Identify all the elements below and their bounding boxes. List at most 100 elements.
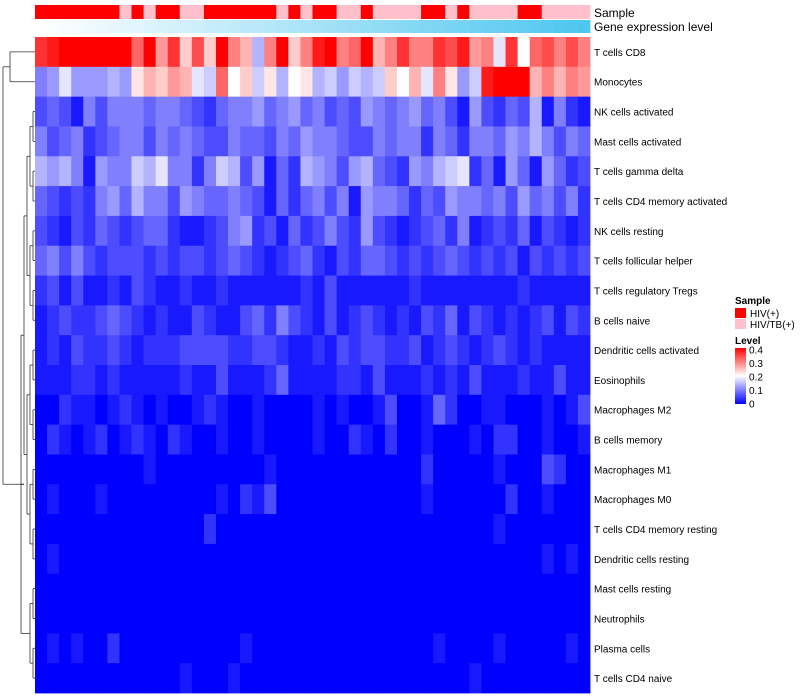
heatmap-cell <box>228 663 241 694</box>
heatmap-cell <box>360 37 374 68</box>
heatmap-cell <box>167 215 181 247</box>
heatmap-cell <box>493 215 506 247</box>
heatmap-cell <box>95 305 108 336</box>
heatmap-cell <box>481 37 494 68</box>
sample-cell <box>59 5 72 19</box>
heatmap-cell <box>396 186 410 217</box>
heatmap-cell <box>529 365 543 396</box>
heatmap-cell <box>107 305 120 336</box>
heatmap-cell <box>47 96 60 127</box>
heatmap-cell <box>59 186 72 217</box>
heatmap-cell <box>360 156 374 187</box>
heatmap-cell <box>396 603 410 634</box>
heatmap-cell <box>409 186 422 217</box>
heatmap-cell <box>288 245 301 276</box>
heatmap-cell <box>312 514 325 545</box>
heatmap-cell <box>372 543 386 575</box>
heatmap-cell <box>143 394 157 426</box>
heatmap-cell <box>469 126 482 157</box>
heatmap-cell <box>336 484 350 515</box>
heatmap-cell <box>565 215 579 247</box>
heatmap-cell <box>240 66 253 98</box>
heatmap-cell <box>83 215 96 247</box>
heatmap-cell <box>300 424 313 455</box>
heatmap-cell <box>577 186 591 217</box>
heatmap-cell <box>493 365 506 396</box>
heatmap-cell <box>336 365 350 396</box>
level-tick-label: 0.3 <box>749 359 763 370</box>
heatmap-cell <box>324 424 338 455</box>
heatmap-cell <box>300 484 313 515</box>
sample-cell <box>107 5 120 19</box>
heatmap-cell <box>71 573 84 604</box>
heatmap-cell <box>179 424 193 455</box>
heatmap-cell <box>445 514 458 545</box>
heatmap-cell <box>312 245 325 276</box>
heatmap-cell <box>457 37 470 68</box>
sample-annotation-track <box>35 5 591 19</box>
heatmap-cell <box>167 126 181 157</box>
heatmap-cell <box>107 573 120 604</box>
heatmap-cell <box>360 275 374 306</box>
sample-cell <box>95 5 108 19</box>
heatmap-cell <box>203 215 217 247</box>
heatmap-cell <box>433 245 446 276</box>
heatmap-cell <box>445 335 458 366</box>
heatmap-cell <box>191 365 205 396</box>
heatmap-cell <box>372 603 386 634</box>
heatmap-cell <box>577 454 591 485</box>
heatmap-cell <box>47 633 60 664</box>
heatmap-cell <box>372 96 386 127</box>
heatmap-cell <box>300 96 313 127</box>
heatmap-cell <box>215 663 229 694</box>
heatmap-cell <box>179 543 193 575</box>
heatmap-cell <box>312 365 325 396</box>
heatmap-cell <box>35 335 48 366</box>
heatmap-cell <box>276 335 289 366</box>
heatmap-cell <box>59 573 72 604</box>
heatmap-cell <box>155 365 169 396</box>
heatmap-cell <box>336 245 350 276</box>
heatmap-cell <box>517 394 531 426</box>
heatmap-cell <box>481 126 494 157</box>
level-tick-label: 0 <box>749 400 755 411</box>
heatmap-cell <box>324 126 338 157</box>
sample-cell <box>228 5 241 19</box>
heatmap-cell <box>143 275 157 306</box>
heatmap-cell <box>396 275 410 306</box>
heatmap-cell <box>517 603 531 634</box>
heatmap-cell <box>421 365 434 396</box>
heatmap-cell <box>107 365 120 396</box>
heatmap-cell <box>83 663 96 694</box>
heatmap-cell <box>409 514 422 545</box>
heatmap-cell <box>288 663 301 694</box>
heatmap-cell <box>348 186 362 217</box>
heatmap-cell <box>481 96 494 127</box>
heatmap-cell <box>276 96 289 127</box>
heatmap-cell <box>155 275 169 306</box>
heatmap-cell <box>360 394 374 426</box>
heatmap-cell <box>384 424 398 455</box>
row-label: B cells naive <box>594 316 651 327</box>
heatmap-cell <box>565 275 579 306</box>
heatmap-cell <box>131 275 144 306</box>
heatmap-cell <box>288 96 301 127</box>
heatmap-cell <box>457 186 470 217</box>
heatmap-cell <box>167 66 181 98</box>
heatmap-cell <box>360 573 374 604</box>
expression-cell <box>445 20 458 33</box>
heatmap-cell <box>493 305 506 336</box>
heatmap-cell <box>264 305 277 336</box>
heatmap-cell <box>421 96 434 127</box>
heatmap-cell <box>505 633 519 664</box>
heatmap-cell <box>167 305 181 336</box>
heatmap-cell <box>83 424 96 455</box>
heatmap-cell <box>155 66 169 98</box>
heatmap-cell <box>360 335 374 366</box>
heatmap-cell <box>167 365 181 396</box>
heatmap-cell <box>47 663 60 694</box>
heatmap-cell <box>505 66 519 98</box>
heatmap-cell <box>35 186 48 217</box>
heatmap-cell <box>469 275 482 306</box>
heatmap-cell <box>493 543 506 575</box>
